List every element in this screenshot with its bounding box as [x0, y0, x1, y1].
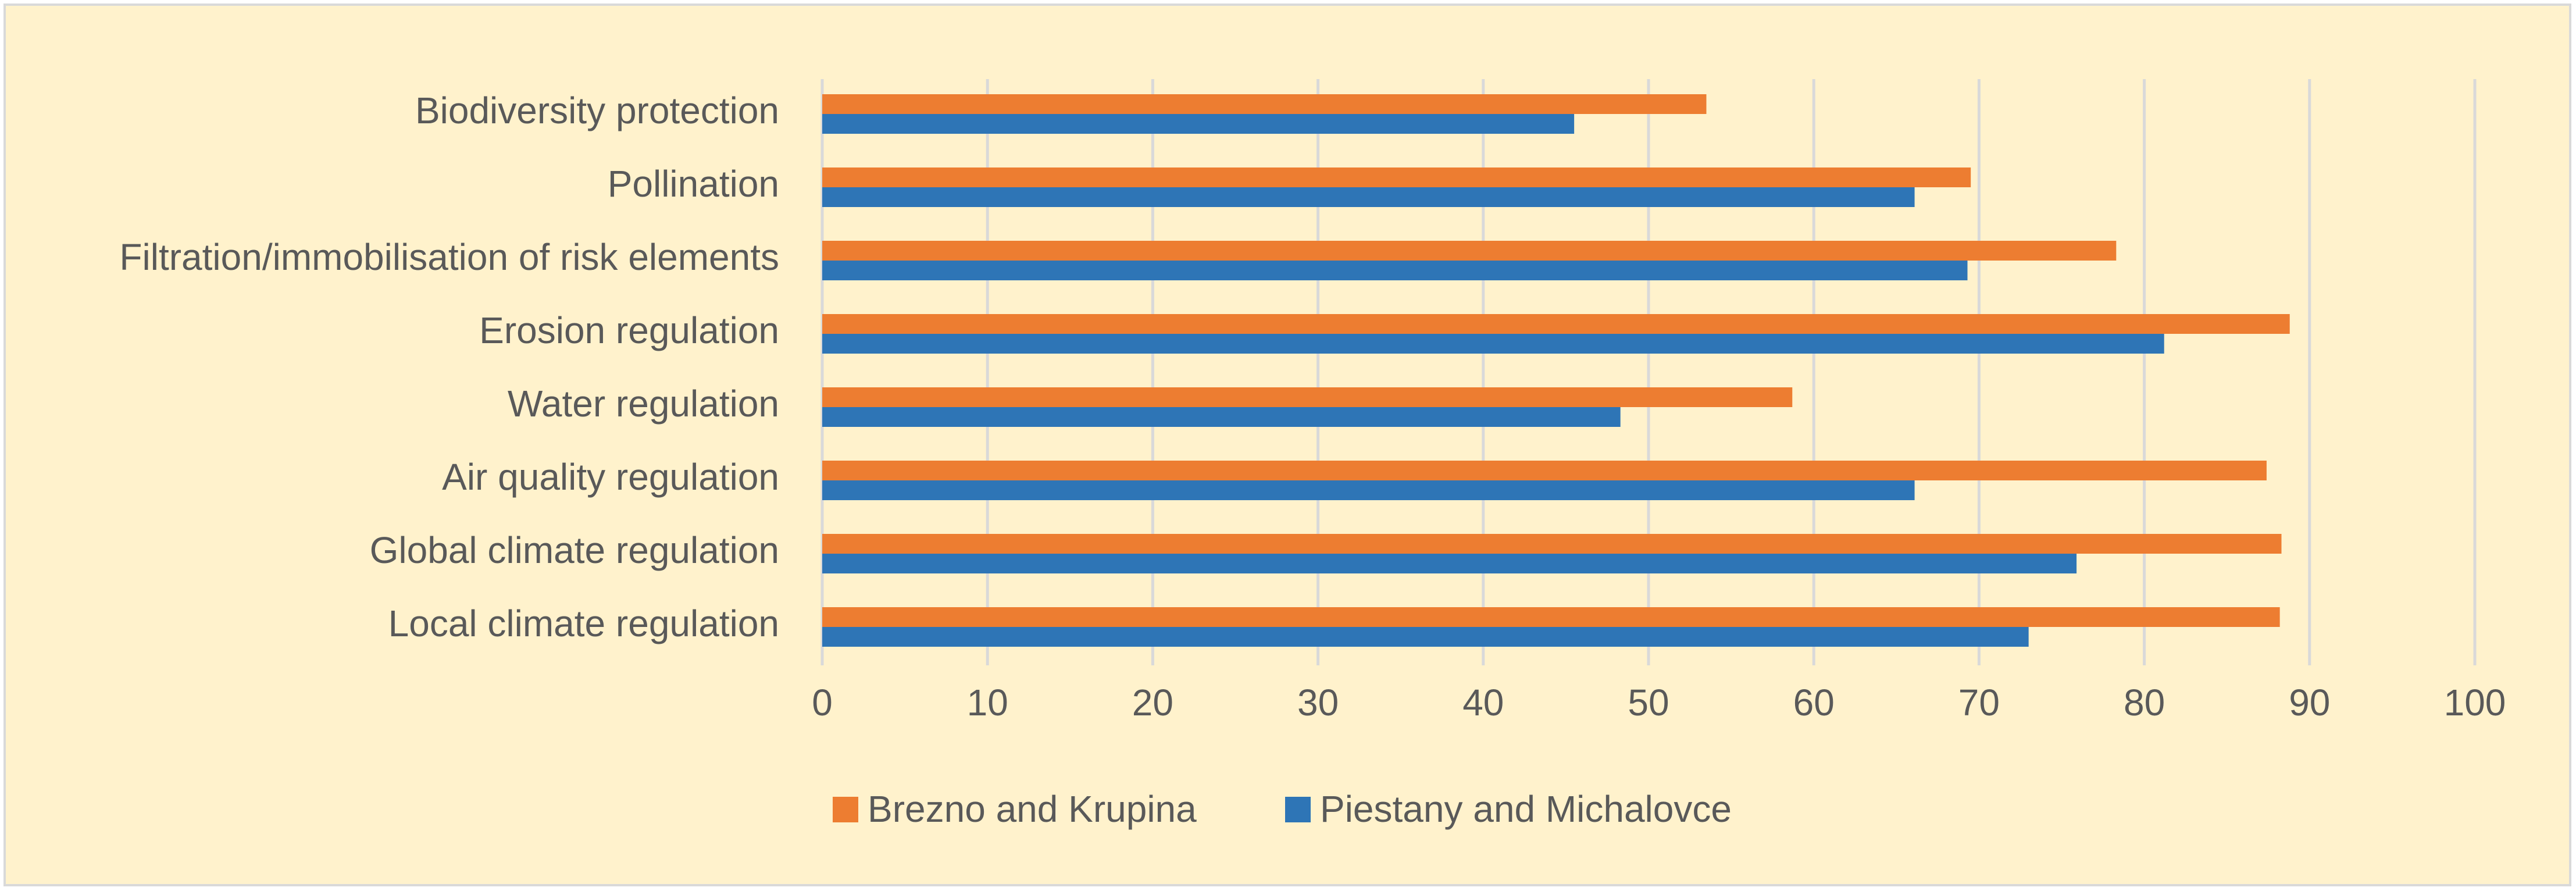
x-tick-label-10: 10: [967, 682, 1008, 724]
chart-frame: Biodiversity protection Pollination Filtra…: [3, 3, 2571, 886]
x-tick-label-30: 30: [1297, 682, 1339, 724]
category-label-biodiversity-protection: Biodiversity protection: [415, 90, 779, 131]
x-tick-label-70: 70: [1958, 682, 2000, 724]
bar-local-climate-regulation-brezno-and-krupina: [822, 607, 2280, 627]
x-axis-tick-labels: 0 10 20 30 40 50 60 70 80 90 100: [812, 682, 2506, 724]
bar-air-quality-regulation-piestany-and-michalovce: [822, 480, 1915, 500]
bar-filtration-immobilisation-of-risk-elements-brezno-and-krupina: [822, 241, 2117, 261]
category-label-pollination: Pollination: [608, 163, 779, 205]
bar-global-climate-regulation-piestany-and-michalovce: [822, 554, 2077, 573]
bar-biodiversity-protection-brezno-and-krupina: [822, 94, 1707, 114]
gridlines: [820, 79, 2477, 665]
bar-pollination-piestany-and-michalovce: [822, 187, 1915, 207]
x-tick-label-40: 40: [1462, 682, 1504, 724]
bar-pollination-brezno-and-krupina: [822, 167, 1971, 187]
legend-swatch-brezno-and-krupina: [833, 797, 858, 822]
category-label-water-regulation: Water regulation: [508, 383, 779, 425]
x-tick-label-80: 80: [2124, 682, 2165, 724]
category-label-air-quality-regulation: Air quality regulation: [442, 456, 779, 498]
legend-swatch-piestany-and-michalovce: [1285, 797, 1311, 822]
category-label-erosion-regulation: Erosion regulation: [479, 309, 779, 351]
x-tick-label-20: 20: [1132, 682, 1173, 724]
category-label-local-climate-regulation: Local climate regulation: [388, 603, 779, 644]
legend-label-brezno-and-krupina: Brezno and Krupina: [868, 788, 1197, 830]
category-label-global-climate-regulation: Global climate regulation: [370, 529, 779, 571]
bars: [822, 94, 2290, 647]
category-labels: Biodiversity protection Pollination Filtra…: [119, 90, 779, 644]
x-tick-label-0: 0: [812, 682, 833, 724]
x-tick-label-90: 90: [2289, 682, 2330, 724]
bar-air-quality-regulation-brezno-and-krupina: [822, 461, 2267, 480]
bar-chart: Biodiversity protection Pollination Filtra…: [119, 79, 2506, 830]
bar-erosion-regulation-brezno-and-krupina: [822, 314, 2290, 334]
x-tick-label-100: 100: [2444, 682, 2506, 724]
bar-water-regulation-piestany-and-michalovce: [822, 407, 1621, 427]
x-tick-label-60: 60: [1793, 682, 1835, 724]
bar-erosion-regulation-piestany-and-michalovce: [822, 334, 2164, 354]
bar-water-regulation-brezno-and-krupina: [822, 387, 1793, 407]
legend: Brezno and Krupina Piestany and Michalov…: [833, 788, 1732, 830]
category-label-filtration-immobilisation-of-risk-elements: Filtration/immobilisation of risk elemen…: [119, 236, 779, 278]
x-tick-label-50: 50: [1628, 682, 1669, 724]
legend-label-piestany-and-michalovce: Piestany and Michalovce: [1320, 788, 1732, 830]
bar-global-climate-regulation-brezno-and-krupina: [822, 534, 2282, 554]
bar-biodiversity-protection-piestany-and-michalovce: [822, 114, 1575, 134]
bar-filtration-immobilisation-of-risk-elements-piestany-and-michalovce: [822, 261, 1968, 280]
bar-local-climate-regulation-piestany-and-michalovce: [822, 627, 2029, 647]
